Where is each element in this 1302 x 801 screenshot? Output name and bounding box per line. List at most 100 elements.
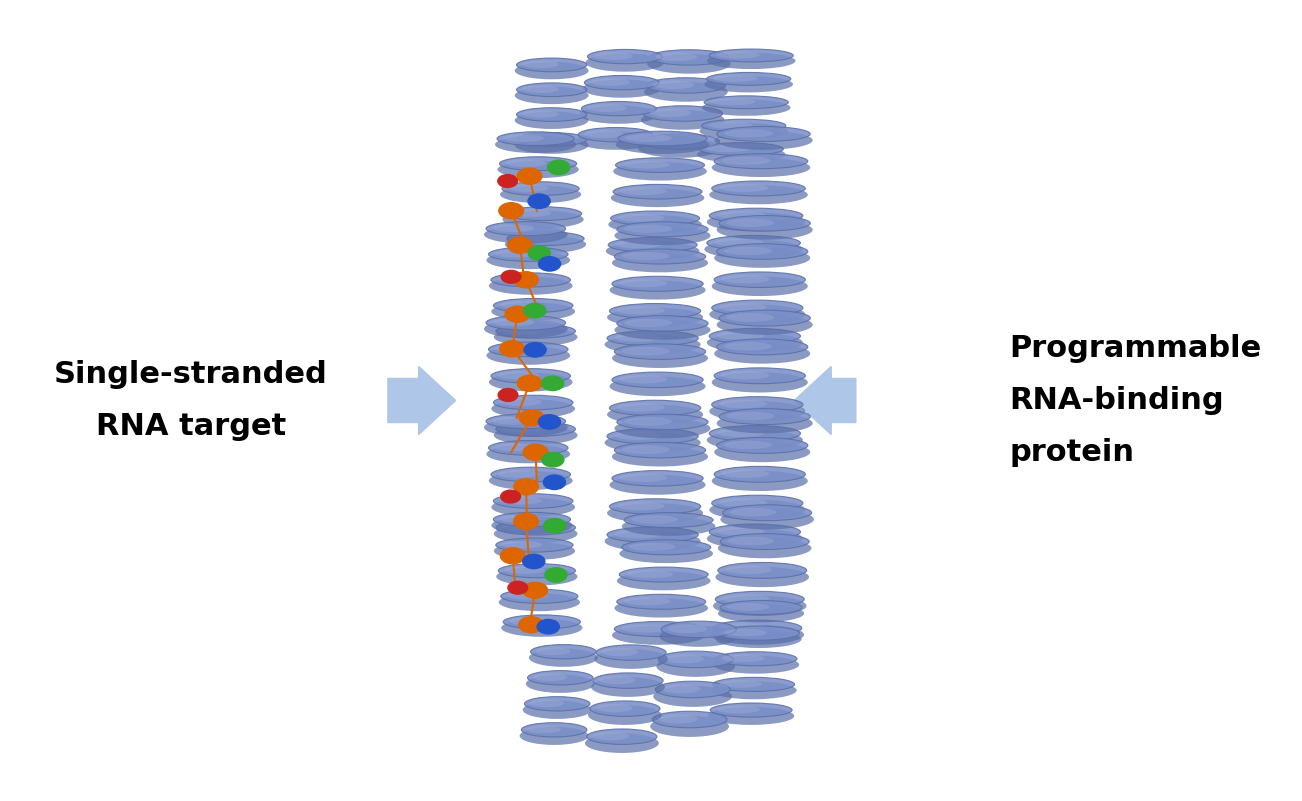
Ellipse shape	[582, 79, 661, 98]
Circle shape	[529, 246, 551, 260]
Circle shape	[542, 376, 564, 391]
Ellipse shape	[608, 215, 702, 234]
Ellipse shape	[611, 211, 699, 226]
Ellipse shape	[585, 75, 659, 90]
Ellipse shape	[646, 78, 725, 93]
Ellipse shape	[488, 372, 573, 392]
Circle shape	[514, 479, 539, 495]
Ellipse shape	[711, 99, 755, 105]
Ellipse shape	[715, 248, 810, 268]
Ellipse shape	[720, 509, 814, 529]
Ellipse shape	[707, 53, 796, 69]
Ellipse shape	[522, 86, 559, 93]
Ellipse shape	[525, 697, 590, 711]
Ellipse shape	[615, 530, 663, 538]
Ellipse shape	[654, 686, 732, 707]
Ellipse shape	[617, 403, 665, 412]
Circle shape	[539, 256, 561, 271]
Ellipse shape	[697, 147, 785, 163]
Ellipse shape	[615, 333, 663, 342]
Ellipse shape	[641, 134, 720, 149]
Ellipse shape	[715, 131, 812, 150]
Ellipse shape	[517, 58, 587, 72]
Ellipse shape	[624, 513, 713, 528]
Ellipse shape	[526, 726, 561, 733]
Circle shape	[529, 194, 551, 208]
Ellipse shape	[706, 145, 750, 152]
Ellipse shape	[493, 513, 570, 526]
Ellipse shape	[586, 54, 664, 71]
Ellipse shape	[719, 680, 762, 688]
Ellipse shape	[497, 372, 539, 380]
Circle shape	[542, 453, 564, 467]
Ellipse shape	[517, 132, 587, 147]
Ellipse shape	[609, 304, 700, 319]
Ellipse shape	[716, 220, 812, 239]
Ellipse shape	[495, 135, 577, 153]
Ellipse shape	[495, 344, 536, 352]
Ellipse shape	[625, 134, 672, 142]
Ellipse shape	[505, 159, 547, 167]
Ellipse shape	[707, 529, 803, 549]
Ellipse shape	[707, 430, 803, 450]
Ellipse shape	[716, 527, 764, 536]
Ellipse shape	[612, 372, 703, 388]
Ellipse shape	[712, 276, 807, 296]
Ellipse shape	[607, 429, 698, 444]
Ellipse shape	[501, 590, 578, 603]
Ellipse shape	[721, 654, 764, 662]
Ellipse shape	[617, 306, 665, 315]
Ellipse shape	[713, 75, 758, 82]
Ellipse shape	[655, 681, 730, 698]
Ellipse shape	[594, 52, 633, 60]
Ellipse shape	[720, 601, 802, 614]
Ellipse shape	[487, 346, 570, 364]
Ellipse shape	[615, 432, 663, 440]
Ellipse shape	[617, 594, 706, 610]
Ellipse shape	[716, 127, 810, 142]
Ellipse shape	[491, 273, 570, 287]
Circle shape	[508, 582, 527, 594]
Ellipse shape	[591, 677, 665, 697]
Ellipse shape	[729, 508, 776, 517]
Ellipse shape	[592, 732, 629, 740]
Ellipse shape	[609, 280, 706, 300]
Ellipse shape	[607, 405, 703, 425]
Circle shape	[543, 475, 565, 489]
Ellipse shape	[615, 622, 703, 637]
Ellipse shape	[720, 623, 767, 632]
Ellipse shape	[504, 207, 582, 220]
Ellipse shape	[506, 592, 547, 600]
Ellipse shape	[715, 154, 807, 169]
Text: RNA-binding: RNA-binding	[1010, 386, 1224, 415]
Ellipse shape	[710, 328, 801, 344]
Ellipse shape	[715, 630, 802, 648]
Ellipse shape	[713, 368, 806, 384]
Ellipse shape	[517, 83, 587, 97]
Ellipse shape	[508, 184, 548, 192]
Ellipse shape	[728, 537, 775, 545]
Ellipse shape	[522, 701, 591, 719]
Ellipse shape	[616, 135, 710, 154]
Ellipse shape	[721, 469, 769, 478]
Ellipse shape	[579, 106, 659, 123]
Circle shape	[522, 554, 544, 569]
Ellipse shape	[719, 409, 810, 425]
Ellipse shape	[615, 249, 706, 264]
Circle shape	[514, 513, 538, 529]
Ellipse shape	[596, 645, 667, 660]
Ellipse shape	[488, 471, 573, 490]
Ellipse shape	[594, 649, 668, 669]
Ellipse shape	[531, 645, 596, 659]
Ellipse shape	[530, 699, 564, 707]
Ellipse shape	[724, 342, 772, 351]
Ellipse shape	[484, 418, 568, 437]
Ellipse shape	[710, 185, 807, 204]
Circle shape	[539, 415, 561, 429]
Ellipse shape	[522, 61, 559, 68]
Ellipse shape	[712, 300, 803, 316]
Ellipse shape	[496, 521, 575, 535]
Ellipse shape	[492, 318, 534, 326]
Ellipse shape	[488, 342, 568, 356]
Ellipse shape	[609, 400, 700, 416]
